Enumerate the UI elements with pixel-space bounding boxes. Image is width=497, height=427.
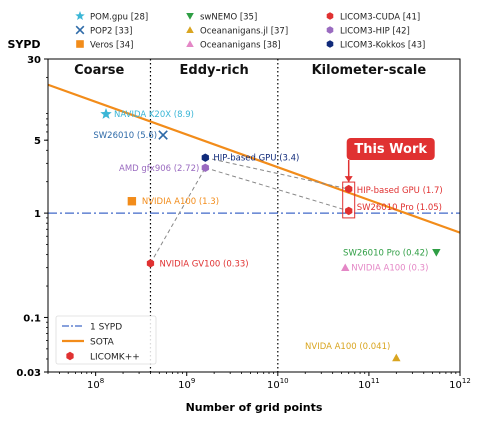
legend-bottom-label-1: SOTA [90,338,115,348]
x-tick-label-4: 1012 [449,377,471,391]
legend-top-marker-3 [186,12,194,20]
y-tick-label-4: 30 [27,55,41,66]
plot-area: Coarse Eddy-rich Kilometer-scale This Work N… [48,59,460,372]
this-work-badge-text: This Work [354,142,427,157]
x-tick-label-2: 1010 [267,377,289,391]
point-label-0-0: NAVIDA K20X (8.9) [114,110,194,120]
legend-top: POM.gpu [28] POP2 [33] Veros [34] swNEMO [3… [75,11,425,51]
legend-bottom: 1 SYPD SOTA LICOMK++ [55,315,157,365]
point-label-8-0: HIP-based GPU (3.4) [213,154,299,164]
legend-top-label-1: POP2 [33] [90,27,133,37]
legend-top-label-0: POM.gpu [28] [90,13,148,23]
sota-trend-line [48,83,460,234]
point-label-9-1: SW26010 Pro (1.05) [357,203,442,213]
point-8-0 [201,153,209,162]
region-label-2: Kilometer-scale [312,63,427,78]
legend-top-marker-6 [326,12,334,20]
connector-line-2 [205,167,349,212]
region-label-1: Eddy-rich [180,63,249,78]
region-label-0: Coarse [74,63,124,78]
legend-top-marker-1-stroke-b [75,25,85,35]
point-label-2-0: NVIDIA A100 (1.3) [142,197,219,207]
point-label-7-0: AMD gfx906 (2.72) [119,164,199,174]
legend-bottom-label-0: 1 SYPD [90,323,122,333]
x-tick-label-base-0: 10 [87,380,100,391]
x-tick-label-exp-2: 10 [280,377,289,385]
legend-top-marker-5 [186,40,194,48]
connector-line-1 [205,157,349,190]
connector-line-0 [150,167,206,264]
legend-bottom-swatch-2 [66,351,74,361]
plot-clipped-layer [48,59,460,372]
x-axis-label: Number of grid points [186,401,323,414]
legend-top-label-5: Oceananigans [38] [200,41,281,51]
this-work-arrow-head [344,176,353,183]
legend-top-marker-2 [76,40,84,48]
y-axis-label: SYPD [7,38,40,51]
point-2-0 [127,197,137,206]
legend-top-marker-7 [326,26,334,34]
legend-bottom-box [55,315,157,365]
legend-top-label-6: LICOM3-CUDA [41] [340,13,420,23]
legend-top-label-4: Oceananigans.jl [37] [200,27,288,37]
legend-top-label-8: LICOM3-Kokkos [43] [340,41,425,51]
x-tick-label-exp-3: 11 [371,377,380,385]
x-tick-label-base-2: 10 [267,380,280,391]
x-tick-label-base-1: 10 [178,380,191,391]
legend-top-label-3: swNEMO [35] [200,13,257,23]
legend-top-marker-8 [326,40,334,48]
point-label-6-0: NVIDIA GV100 (0.33) [159,259,248,269]
y-tick-label-3: 5 [34,136,41,147]
point-5-0 [341,263,350,272]
y-tick-label-2: 1 [34,209,41,220]
point-9-0 [345,184,353,194]
x-tick-label-exp-4: 12 [462,377,471,385]
y-tick-label-1: 0.1 [23,313,41,324]
point-1-0 [158,130,168,140]
point-label-1-0: SW26010 (5.6) [93,131,157,141]
point-label-5-0: NVIDIA A100 (0.3) [351,264,428,274]
x-tick-label-base-3: 10 [358,380,371,391]
point-3-0 [432,249,441,257]
plot-frame [47,58,461,373]
point-6-0 [146,259,155,268]
legend-bottom-label-2: LICOMK++ [90,353,140,363]
legend-top-label-7: LICOM3-HIP [42] [340,27,410,37]
x-tick-label-base-4: 10 [449,380,462,391]
point-label-9-0: HIP-based GPU (1.7) [357,186,443,196]
point-label-3-0: SW26010 Pro (0.42) [343,248,428,258]
x-tick-label-1: 109 [178,377,195,391]
x-tick-label-0: 108 [87,377,104,391]
point-1-0-stroke-b [158,130,168,140]
x-tick-label-3: 1011 [358,377,380,391]
this-work-badge [346,138,435,160]
y-tick-label-0: 0.03 [16,368,41,379]
x-tick-label-exp-1: 9 [191,377,195,385]
legend-top-marker-4 [186,26,194,34]
point-9-1 [345,206,353,216]
legend-top-marker-0 [75,11,85,21]
point-label-4-0: NVIDA A100 (0.041) [305,342,390,352]
point-0-0 [100,108,112,119]
legend-top-label-2: Veros [34] [90,41,133,51]
x-tick-label-exp-0: 8 [100,377,104,385]
point-7-0 [201,163,209,172]
point-4-0 [392,353,401,362]
legend-top-marker-1 [75,25,85,35]
